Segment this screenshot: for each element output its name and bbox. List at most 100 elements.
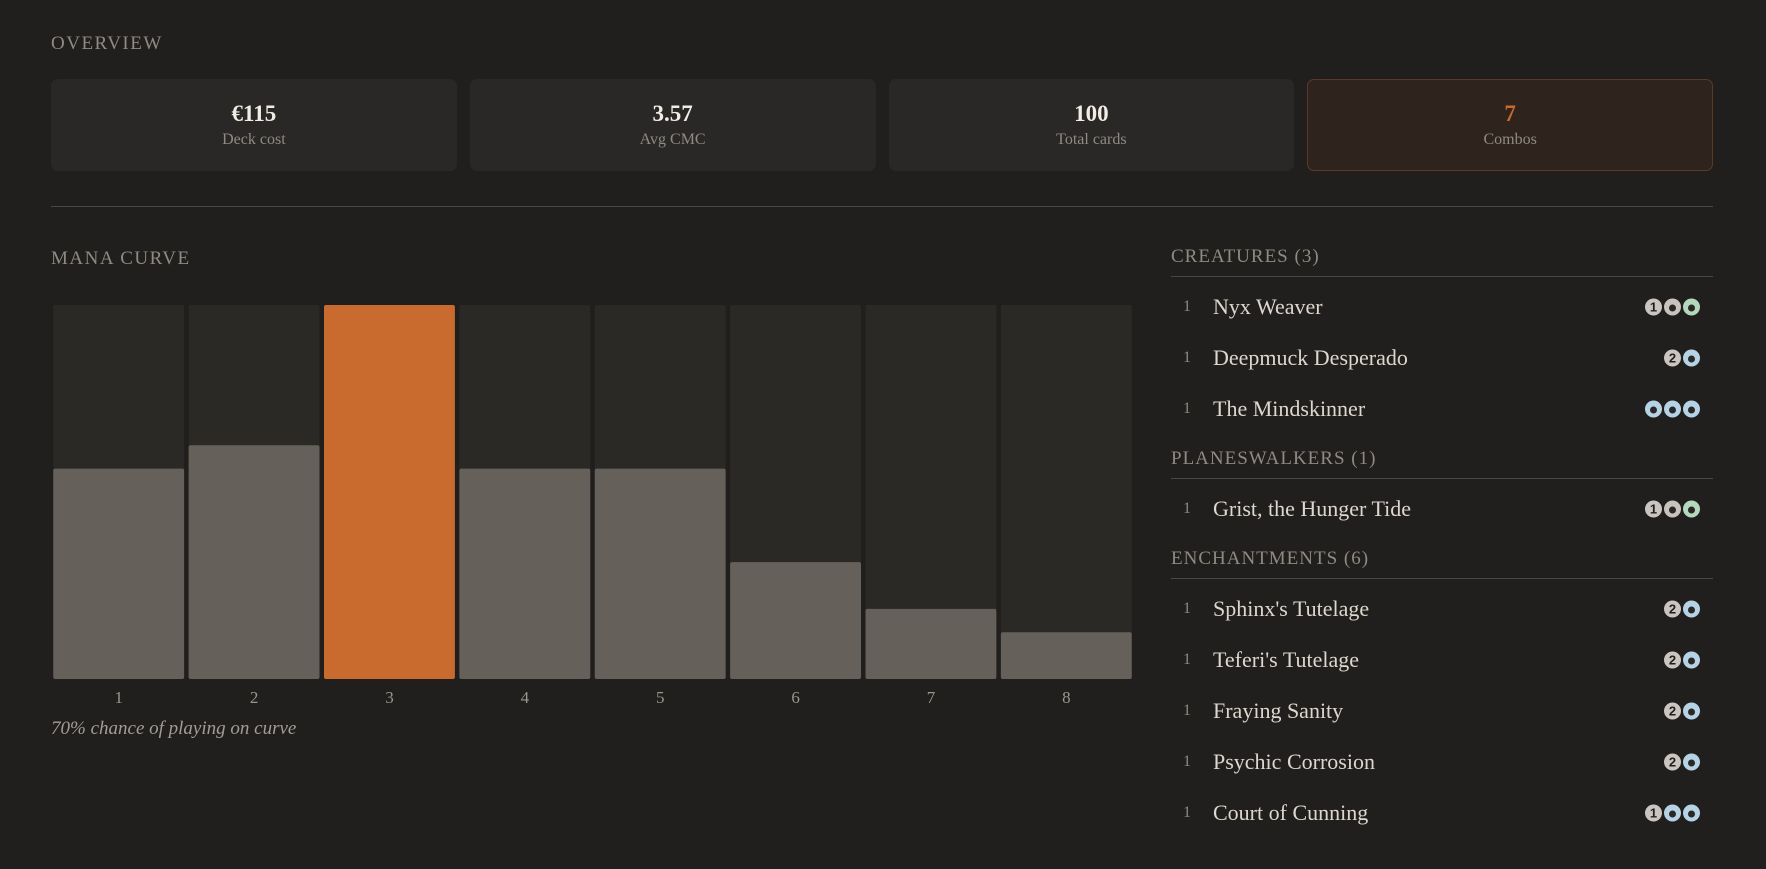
mana-symbol-glyph [1669, 406, 1676, 413]
card-row: 1 Teferi's Tutelage 2 [1171, 634, 1713, 685]
stat-cards: €115 Deck cost 3.57 Avg CMC 100 Total cards 7 C… [51, 79, 1713, 171]
mana-symbols [1645, 400, 1700, 417]
mana-symbol-number: 2 [1669, 652, 1676, 667]
card-row: 1 Court of Cunning 1 [1171, 787, 1713, 838]
bar [53, 468, 185, 679]
mana-symbol [1664, 702, 1681, 719]
card-name: Court of Cunning [1213, 799, 1369, 825]
stat-label: Deck cost [222, 131, 286, 148]
card-qty: 1 [1183, 399, 1191, 417]
mana-symbols: 2 [1664, 702, 1700, 719]
card-qty: 1 [1183, 701, 1191, 719]
x-tick-label: 5 [656, 688, 665, 707]
mana-symbols: 1 [1645, 500, 1700, 517]
mana-symbol-glyph [1688, 606, 1695, 613]
mana-symbol-number: 2 [1669, 754, 1676, 769]
card-section: PLANESWALKERS (1) 1 Grist, the Hunger Tide… [1171, 448, 1713, 534]
mana-symbols: 1 [1645, 804, 1700, 821]
mana-symbols: 2 [1664, 349, 1700, 366]
x-tick-label: 1 [114, 688, 123, 707]
bar-track [1000, 305, 1132, 679]
card-name: Teferi's Tutelage [1213, 646, 1360, 672]
mana-cost: 1 [1644, 499, 1713, 519]
mana-symbols: 2 [1664, 753, 1700, 770]
x-tick-label: 6 [791, 688, 800, 707]
mana-symbol-glyph [1688, 708, 1695, 715]
card-qty: 1 [1183, 599, 1191, 617]
stat-value: 7 [1504, 101, 1516, 126]
stat-label: Combos [1483, 131, 1537, 148]
card-row: 1 Fraying Sanity 2 [1171, 685, 1713, 736]
section-title: OVERVIEW [51, 33, 163, 54]
card-name: The Mindskinner [1213, 395, 1366, 421]
mana-symbols: 2 [1664, 651, 1700, 668]
mana-cost [1644, 399, 1713, 419]
x-tick-label: 3 [385, 688, 394, 707]
mana-symbol [1664, 753, 1681, 770]
section-title: PLANESWALKERS (1) [1171, 448, 1713, 479]
bar [188, 445, 320, 679]
card-row: 1 Deepmuck Desperado 2 [1171, 332, 1713, 383]
stat-card: €115 Deck cost [51, 79, 457, 171]
mana-symbol [1645, 500, 1662, 517]
mana-symbol [1645, 804, 1662, 821]
bar [594, 468, 726, 679]
stat-label: Total cards [1056, 131, 1127, 148]
card-row: 1 Psychic Corrosion 2 [1171, 736, 1713, 787]
bar [459, 468, 591, 679]
bar-track [865, 305, 997, 679]
card-name: Grist, the Hunger Tide [1213, 495, 1411, 521]
mana-symbols: 2 [1664, 600, 1700, 617]
section-title: ENCHANTMENTS (6) [1171, 548, 1713, 579]
mana-symbol-glyph [1669, 810, 1676, 817]
mana-symbol-glyph [1669, 506, 1676, 513]
bar [324, 305, 455, 679]
chart-annotation: 70% chance of playing on curve [51, 718, 297, 739]
mana-symbol [1645, 298, 1662, 315]
card-lists: CREATURES (3) 1 Nyx Weaver 1 1 Deepmuck Despe… [1171, 246, 1713, 852]
stat-card: 7 Combos [1307, 79, 1713, 171]
mana-symbol [1664, 651, 1681, 668]
stat-card: 100 Total cards [888, 79, 1295, 171]
card-qty: 1 [1183, 752, 1191, 770]
mana-symbol-number: 1 [1650, 805, 1657, 820]
mana-symbol-glyph [1688, 506, 1695, 513]
section-title: CREATURES (3) [1171, 246, 1713, 277]
mana-symbol-glyph [1688, 355, 1695, 362]
bar [1000, 632, 1132, 679]
card-row: 1 Grist, the Hunger Tide 1 [1171, 483, 1713, 534]
card-name: Fraying Sanity [1213, 697, 1344, 723]
stat-card: 3.57 Avg CMC [469, 79, 876, 171]
card-section: CREATURES (3) 1 Nyx Weaver 1 1 Deepmuck Despe… [1171, 246, 1713, 434]
card-name: Psychic Corrosion [1213, 748, 1375, 774]
card-name: Sphinx's Tutelage [1213, 595, 1370, 621]
card-section: ENCHANTMENTS (6) 1 Sphinx's Tutelage 2 1 Tefe… [1171, 548, 1713, 838]
mana-cost: 1 [1644, 803, 1713, 823]
mana-symbol-number: 1 [1650, 501, 1657, 516]
mana-symbol-glyph [1688, 759, 1695, 766]
bar [730, 562, 861, 679]
mana-symbol-glyph [1688, 810, 1695, 817]
stat-value: 3.57 [652, 101, 693, 126]
card-qty: 1 [1183, 297, 1191, 315]
mana-cost: 1 [1644, 297, 1713, 317]
card-qty: 1 [1183, 499, 1191, 517]
x-tick-label: 4 [521, 688, 530, 707]
card-row: 1 Sphinx's Tutelage 2 [1171, 583, 1713, 634]
mana-symbol-number: 2 [1669, 703, 1676, 718]
mana-cost: 2 [1663, 599, 1713, 619]
x-tick-label: 8 [1062, 688, 1071, 707]
mana-symbol [1664, 349, 1681, 366]
card-name: Deepmuck Desperado [1213, 344, 1408, 370]
mana-symbol-number: 2 [1669, 350, 1676, 365]
card-qty: 1 [1183, 650, 1191, 668]
card-row: 1 Nyx Weaver 1 [1171, 281, 1713, 332]
mana-symbol-glyph [1688, 304, 1695, 311]
mana-cost: 2 [1663, 650, 1713, 670]
stat-value: 100 [1074, 101, 1109, 126]
mana-cost: 2 [1663, 348, 1713, 368]
card-name: Nyx Weaver [1213, 293, 1323, 319]
mana-symbol-glyph [1688, 406, 1695, 413]
card-row: 1 The Mindskinner [1171, 383, 1713, 434]
